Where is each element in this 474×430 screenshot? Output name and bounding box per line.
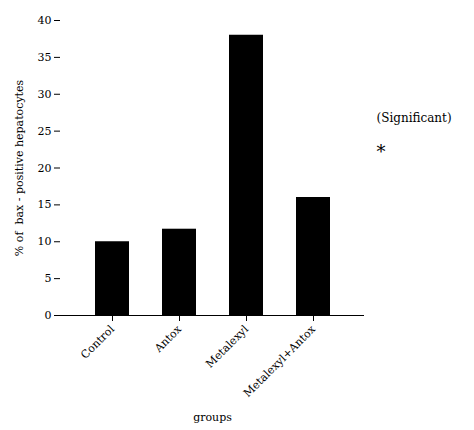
svg-text:Control: Control [78,322,117,361]
svg-text:15: 15 [38,198,52,211]
svg-text:10: 10 [38,235,52,248]
svg-text:30: 30 [38,88,52,101]
svg-text:Antox: Antox [151,322,184,355]
svg-text:5: 5 [45,272,52,285]
svg-text:20: 20 [38,162,52,175]
svg-text:groups: groups [193,411,232,424]
svg-text:Metalexyl+Antox: Metalexyl+Antox [241,322,319,400]
svg-text:(Significant): (Significant) [377,111,452,125]
svg-text:40: 40 [38,14,52,27]
svg-text:Metalexyl: Metalexyl [203,322,251,370]
svg-text:25: 25 [38,125,52,138]
svg-text:0: 0 [45,309,52,322]
svg-text:35: 35 [38,51,52,64]
svg-text:% of bax - positive hepatocyt: % of bax - positive hepatocytes [13,79,26,256]
svg-text:*: * [377,141,386,162]
